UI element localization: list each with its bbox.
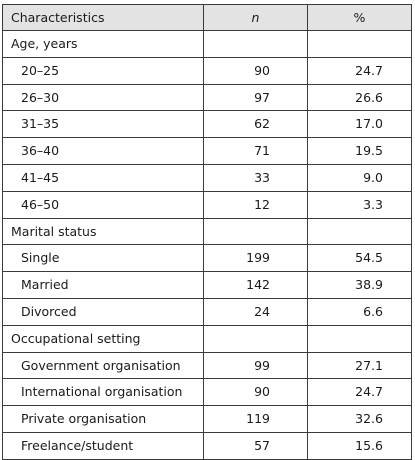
table-row: Married 142 38.9 [2,271,412,299]
row-percent-value: 15.6 [307,431,412,460]
group-label: Occupational setting [2,324,204,353]
table-row: Divorced 24 6.6 [2,297,412,326]
row-label: Freelance/student [2,431,204,460]
row-label: 46–50 [2,190,204,219]
table-body: Age, years 20–25 90 24.7 26–30 97 26.6 31–35 62 1… [2,30,412,460]
row-n-value: 90 [203,56,308,85]
table-row: 26–30 97 26.6 [2,83,412,112]
table-row: Private organisation 119 32.6 [2,405,412,433]
table-row: Single 199 54.5 [2,244,412,273]
table-row: 31–35 62 17.0 [2,110,412,139]
row-label: Married [2,271,204,299]
row-percent-value: 3.3 [307,190,412,219]
row-n-value: 57 [203,431,308,460]
row-n-value: 62 [203,110,308,139]
row-percent-value: 26.6 [307,83,412,112]
row-label: 20–25 [2,56,204,85]
table-header: Characteristics n % [2,4,412,31]
group-label: Age, years [2,30,204,58]
row-label: Divorced [2,297,204,326]
demographics-table: Characteristics n % Age, years 20–25 90 24.… [2,4,412,460]
row-label: 36–40 [2,137,204,165]
row-label: 26–30 [2,83,204,112]
row-n-value: 33 [203,163,308,192]
header-n: n [203,4,308,31]
table-row: 36–40 71 19.5 [2,137,412,165]
group-empty-cell [203,217,308,246]
group-row: Occupational setting [2,324,412,353]
group-row: Marital status [2,217,412,246]
row-percent-value: 9.0 [307,163,412,192]
table-row: 46–50 12 3.3 [2,190,412,219]
row-label: International organisation [2,378,204,407]
row-n-value: 142 [203,271,308,299]
table-row: Government organisation 99 27.1 [2,351,412,380]
row-percent-value: 17.0 [307,110,412,139]
table-row: International organisation 90 24.7 [2,378,412,407]
row-percent-value: 54.5 [307,244,412,273]
group-label: Marital status [2,217,204,246]
row-n-value: 71 [203,137,308,165]
group-empty-cell [203,30,308,58]
table-row: Freelance/student 57 15.6 [2,431,412,460]
group-row: Age, years [2,30,412,58]
header-characteristics: Characteristics [2,4,204,31]
group-empty-cell [307,324,412,353]
row-n-value: 12 [203,190,308,219]
table-row: 20–25 90 24.7 [2,56,412,85]
table-row: 41–45 33 9.0 [2,163,412,192]
row-label: 41–45 [2,163,204,192]
row-percent-value: 24.7 [307,56,412,85]
row-label: Single [2,244,204,273]
group-empty-cell [307,217,412,246]
group-empty-cell [203,324,308,353]
row-n-value: 119 [203,405,308,433]
row-n-value: 97 [203,83,308,112]
demographics-table-container: Characteristics n % Age, years 20–25 90 24.… [2,4,412,460]
row-label: Government organisation [2,351,204,380]
row-percent-value: 32.6 [307,405,412,433]
row-percent-value: 24.7 [307,378,412,407]
group-empty-cell [307,30,412,58]
header-percent: % [307,4,412,31]
row-n-value: 24 [203,297,308,326]
header-row: Characteristics n % [2,4,412,31]
row-percent-value: 38.9 [307,271,412,299]
row-percent-value: 6.6 [307,297,412,326]
row-label: Private organisation [2,405,204,433]
row-percent-value: 27.1 [307,351,412,380]
row-n-value: 199 [203,244,308,273]
row-label: 31–35 [2,110,204,139]
row-n-value: 99 [203,351,308,380]
row-percent-value: 19.5 [307,137,412,165]
row-n-value: 90 [203,378,308,407]
